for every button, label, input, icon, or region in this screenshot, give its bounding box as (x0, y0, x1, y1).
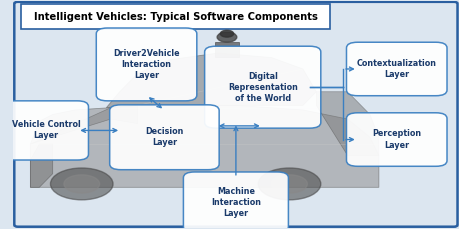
Text: Decision
Layer: Decision Layer (145, 127, 183, 147)
Text: Digital
Representation
of the World: Digital Representation of the World (227, 72, 297, 103)
Text: Intelligent Vehicles: Typical Software Components: Intelligent Vehicles: Typical Software C… (34, 12, 317, 22)
Polygon shape (106, 53, 316, 108)
FancyBboxPatch shape (22, 4, 329, 29)
Text: Contextualization
Layer: Contextualization Layer (356, 59, 436, 79)
FancyBboxPatch shape (346, 113, 446, 166)
FancyBboxPatch shape (346, 42, 446, 96)
Polygon shape (316, 92, 378, 155)
FancyBboxPatch shape (183, 172, 288, 229)
Circle shape (271, 175, 307, 193)
Polygon shape (30, 105, 137, 144)
FancyBboxPatch shape (14, 2, 457, 227)
Polygon shape (30, 144, 53, 187)
Polygon shape (30, 105, 378, 187)
Circle shape (64, 175, 100, 193)
FancyBboxPatch shape (96, 28, 196, 101)
Text: Driver2Vehicle
Interaction
Layer: Driver2Vehicle Interaction Layer (113, 49, 179, 80)
Text: Vehicle Control
Layer: Vehicle Control Layer (11, 120, 80, 140)
Circle shape (220, 30, 233, 37)
FancyBboxPatch shape (214, 42, 239, 57)
FancyBboxPatch shape (109, 105, 218, 170)
FancyBboxPatch shape (204, 46, 320, 128)
Text: Perception
Layer: Perception Layer (371, 129, 420, 150)
FancyBboxPatch shape (4, 101, 88, 160)
Circle shape (50, 168, 113, 200)
Text: Machine
Interaction
Layer: Machine Interaction Layer (210, 187, 260, 218)
Circle shape (257, 168, 320, 200)
Circle shape (217, 32, 236, 42)
